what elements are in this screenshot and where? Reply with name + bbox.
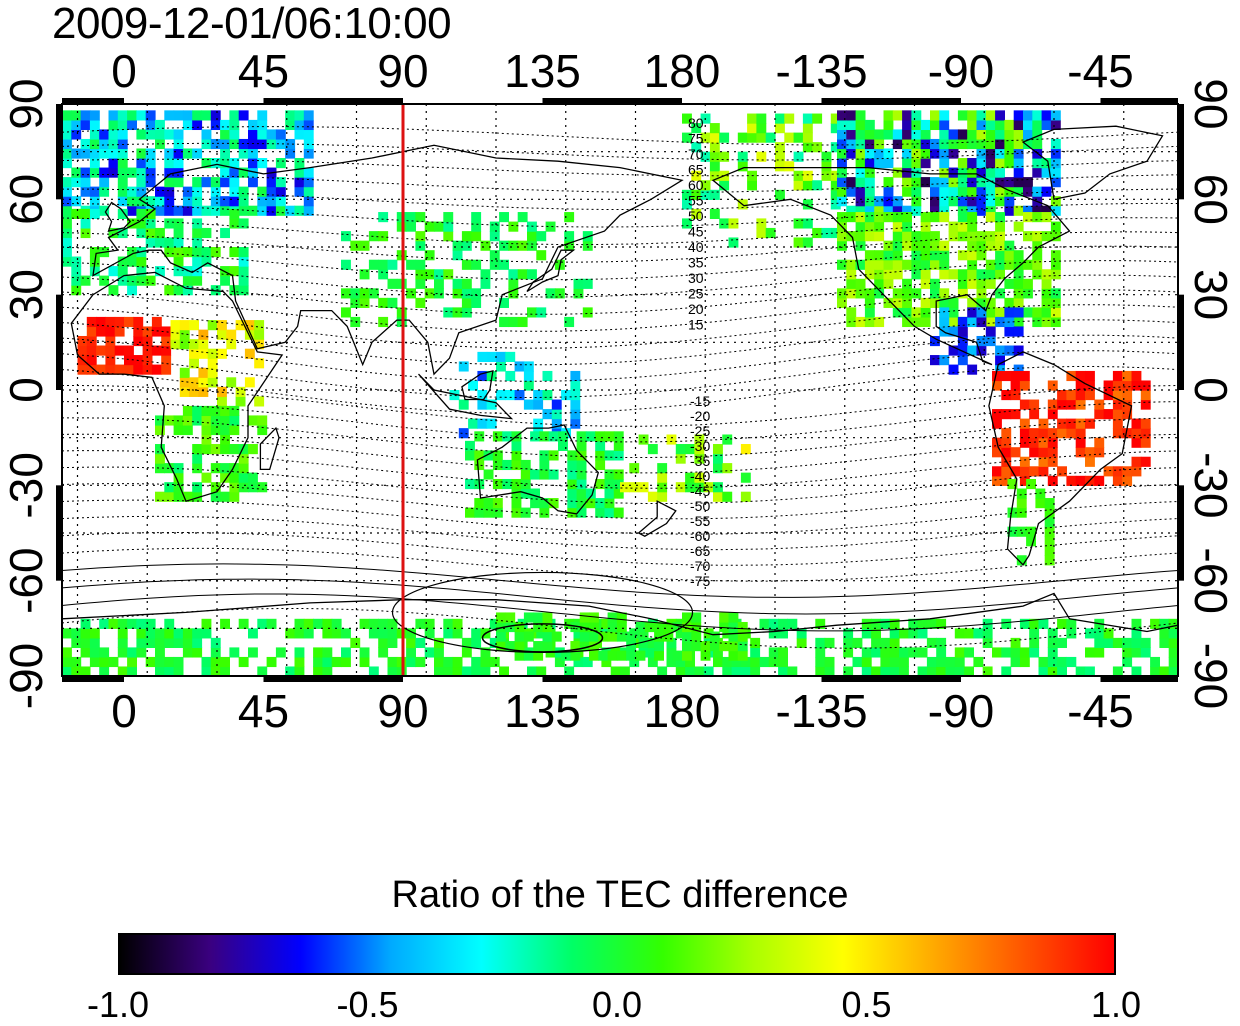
- grid-lines: [62, 104, 1178, 676]
- contour-label: -35: [690, 453, 710, 469]
- colorbar-title: Ratio of the TEC difference: [391, 874, 849, 916]
- contour-label: -15: [690, 393, 710, 409]
- contour-label: -60: [690, 528, 710, 544]
- contour-label: 75: [688, 131, 704, 147]
- contour-label: 60: [688, 177, 704, 193]
- lon-tick-bottom: 180: [643, 685, 721, 737]
- contour-label: 35: [688, 255, 704, 271]
- lon-tick-bottom: -45: [1067, 685, 1134, 737]
- contour-label: -70: [690, 558, 710, 574]
- contour-label: 55: [688, 193, 704, 209]
- contour-label: -25: [690, 423, 710, 439]
- colorbar: [118, 933, 1116, 975]
- contour-label: 15: [688, 317, 704, 333]
- colorbar-label: 0.5: [841, 984, 892, 1025]
- lon-tick-bottom: -90: [927, 685, 995, 737]
- tec-data-layer: [62, 110, 1178, 676]
- colorbar-label: 0.0: [591, 984, 643, 1025]
- lon-tick-top: -45: [1067, 45, 1134, 97]
- lon-tick-top: 45: [237, 45, 290, 97]
- contour-label: 40: [688, 239, 704, 255]
- contour-label: -45: [690, 483, 710, 499]
- lon-tick-bottom: -135: [775, 685, 868, 737]
- contour-label: 45: [688, 224, 704, 240]
- contour-label: 65: [688, 162, 704, 178]
- lon-tick-bottom: 0: [111, 685, 137, 737]
- lon-tick-bottom: 45: [237, 685, 290, 737]
- contour-label: -75: [690, 573, 710, 589]
- contour-label: -40: [690, 468, 710, 484]
- lat-tick-right: -90: [1185, 642, 1237, 710]
- lon-tick-top: 0: [111, 45, 137, 97]
- lon-tick-top: 180: [643, 45, 721, 97]
- contour-label: -50: [690, 498, 710, 514]
- lon-tick-top: 90: [377, 45, 429, 97]
- contour-label: 50: [688, 208, 704, 224]
- frame-scale-bars: [56, 98, 1184, 682]
- lat-tick-left: -90: [0, 642, 52, 710]
- contour-label: 25: [688, 286, 704, 302]
- contour-label: -55: [690, 513, 710, 529]
- lon-tick-top: -90: [927, 45, 995, 97]
- contour-label: 80: [688, 115, 704, 131]
- contour-label: 30: [688, 270, 704, 286]
- contour-label: -20: [690, 408, 710, 424]
- lon-tick-top: -135: [775, 45, 868, 97]
- lon-tick-bottom: 135: [504, 685, 581, 737]
- colorbar-label: -1.0: [86, 984, 150, 1025]
- contour-label: -30: [690, 438, 710, 454]
- colorbar-label: -0.5: [336, 984, 399, 1025]
- colorbar-label: 1.0: [1090, 984, 1142, 1025]
- page-title: 2009-12-01/06:10:00: [52, 0, 452, 48]
- contour-label: -65: [690, 543, 710, 559]
- lon-tick-top: 135: [504, 45, 581, 97]
- lon-tick-bottom: 90: [377, 685, 429, 737]
- contour-label: 20: [688, 301, 704, 317]
- contour-label: 70: [688, 146, 704, 162]
